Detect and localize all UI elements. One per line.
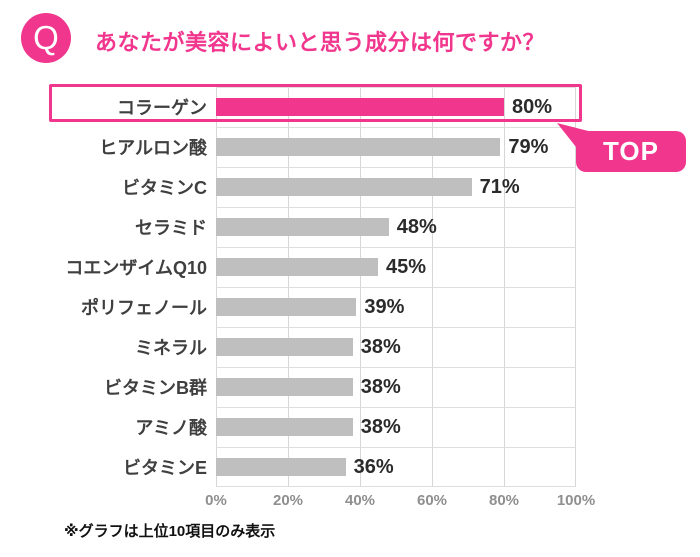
bar — [216, 138, 501, 156]
x-axis: 0% 20% 40% 60% 80% 100% — [0, 492, 700, 514]
chart-plot-area — [216, 87, 576, 487]
top-highlight-box — [49, 84, 582, 122]
bar — [216, 178, 472, 196]
category-label: ビタミンE — [122, 458, 207, 478]
x-axis-tick: 100% — [556, 492, 596, 509]
category-label: ビタミンC — [122, 178, 207, 198]
gridline-horizontal — [216, 207, 576, 208]
bar — [216, 258, 378, 276]
gridline-horizontal — [216, 87, 576, 88]
bar — [216, 98, 504, 116]
gridline-horizontal — [216, 287, 576, 288]
category-label: コエンザイムQ10 — [65, 258, 207, 278]
category-label: ヒアルロン酸 — [99, 138, 207, 158]
gridline-horizontal — [216, 367, 576, 368]
bar — [216, 218, 389, 236]
top-badge: TOP — [576, 131, 686, 172]
question-icon-letter: Q — [33, 19, 59, 56]
bar — [216, 458, 346, 476]
x-axis-tick: 80% — [488, 492, 520, 509]
question-icon: Q — [21, 13, 71, 63]
page-title: あなたが美容によいと思う成分は何ですか？ — [95, 30, 546, 55]
gridline-horizontal — [216, 407, 576, 408]
bar — [216, 418, 353, 436]
category-label: コラーゲン — [117, 98, 207, 118]
gridline-horizontal — [216, 167, 576, 168]
top-badge-label: TOP — [603, 136, 659, 166]
category-label: ビタミンB群 — [104, 378, 207, 398]
gridline-horizontal — [216, 486, 576, 487]
gridline-horizontal — [216, 247, 576, 248]
bar — [216, 378, 353, 396]
x-axis-tick: 0% — [205, 492, 227, 509]
gridline-horizontal — [216, 127, 576, 128]
bar — [216, 298, 357, 316]
category-label: アミノ酸 — [135, 418, 207, 438]
x-axis-tick: 40% — [344, 492, 376, 509]
bar — [216, 338, 353, 356]
category-axis: コラーゲンヒアルロン酸ビタミンC セラミドコエンザイムQ10 ポリフェノールミネラル… — [0, 87, 207, 487]
category-label: ポリフェノール — [81, 298, 207, 318]
category-label: セラミド — [135, 218, 207, 238]
footnote: ※グラフは上位10項目のみ表示 — [64, 523, 276, 540]
x-axis-tick: 60% — [416, 492, 448, 509]
gridline-horizontal — [216, 327, 576, 328]
x-axis-tick: 20% — [272, 492, 304, 509]
gridline-horizontal — [216, 447, 576, 448]
category-label: ミネラル — [135, 338, 207, 358]
